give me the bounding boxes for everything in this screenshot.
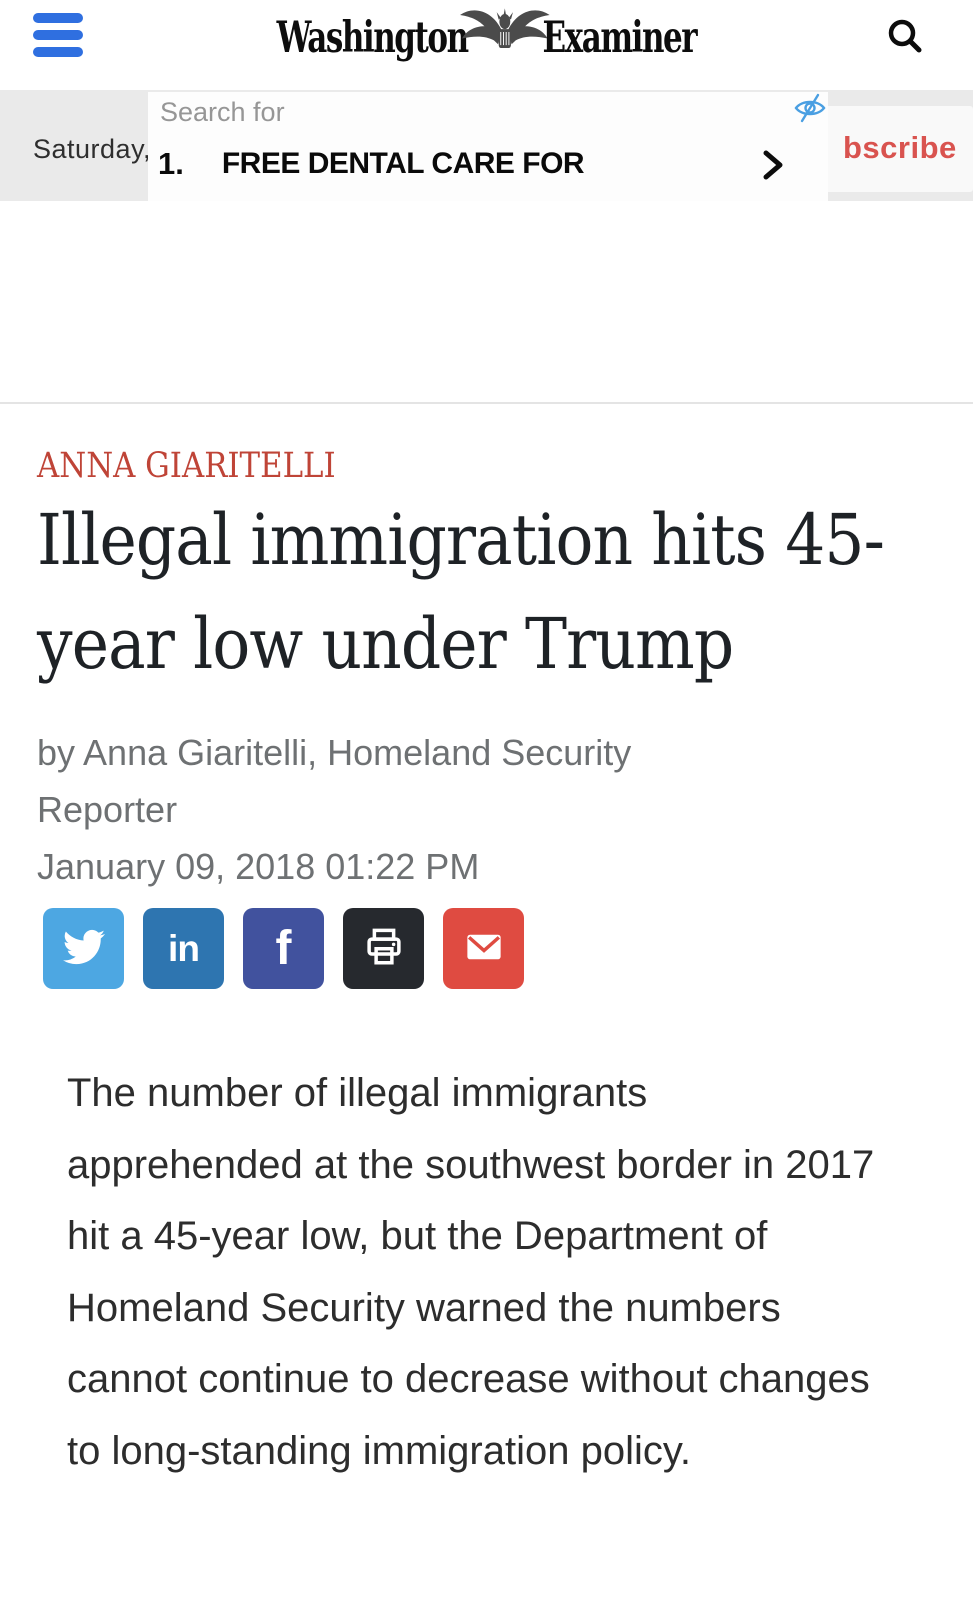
search-for-label: Search for <box>160 97 285 127</box>
subscribe-button-label: bscribe <box>843 130 957 165</box>
site-header: Washington Examiner <box>0 0 973 90</box>
article-byline: by Anna Giaritelli, Homeland Security Re… <box>37 732 632 830</box>
envelope-icon <box>462 926 506 971</box>
printer-icon <box>363 926 405 971</box>
chevron-right-icon <box>760 149 786 186</box>
search-suggestion-overlay: Search for 1. FREE DENTAL CARE FOR <box>148 92 828 201</box>
article-body-paragraph: The number of illegal immigrants apprehe… <box>67 1071 875 1473</box>
publish-timestamp: January 09, 2018 01:22 PM <box>37 846 480 887</box>
eye-slash-ad-icon[interactable] <box>793 92 827 124</box>
linkedin-share-button[interactable]: in <box>143 908 224 989</box>
hamburger-menu-icon[interactable] <box>33 13 83 57</box>
twitter-share-button[interactable] <box>43 908 124 989</box>
trending-rank-label: 1. <box>158 146 184 181</box>
masthead: Washington Examiner <box>0 6 973 70</box>
trending-search-item[interactable]: 1. FREE DENTAL CARE FOR <box>158 142 818 186</box>
linkedin-in-icon: in <box>168 927 200 969</box>
current-date-label: Saturday, <box>33 134 149 164</box>
search-icon[interactable] <box>884 15 926 57</box>
eagle-logo-icon <box>458 0 553 67</box>
article-headline: Illegal immigration hits 45-year low und… <box>37 499 885 685</box>
section-divider <box>0 402 973 404</box>
hamburger-bar <box>33 47 83 57</box>
logo-word-washington: Washington <box>276 13 470 63</box>
hamburger-bar <box>33 30 83 40</box>
facebook-f-icon: f <box>275 922 292 975</box>
washington-examiner-logo[interactable]: Washington Examiner <box>276 7 698 67</box>
trending-query-label: FREE DENTAL CARE FOR <box>221 147 585 180</box>
facebook-share-button[interactable]: f <box>243 908 324 989</box>
social-share-row: in f <box>43 908 524 989</box>
hamburger-bar <box>33 13 83 23</box>
logo-word-examiner: Examiner <box>542 13 698 63</box>
author-name-link[interactable]: ANNA GIARITELLI <box>37 446 336 486</box>
email-share-button[interactable] <box>443 908 524 989</box>
top-utility-bar: Saturday, bscribe Search for 1. FREE DEN… <box>0 90 973 201</box>
print-button[interactable] <box>343 908 424 989</box>
twitter-bird-icon <box>62 926 105 971</box>
